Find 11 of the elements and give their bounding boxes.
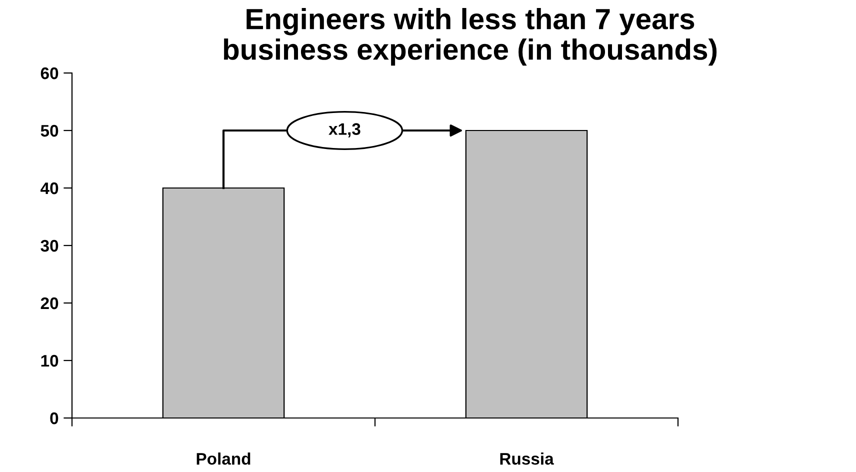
y-tick-label: 10 — [41, 354, 58, 367]
y-tick-label: 50 — [40, 124, 58, 137]
x-tick-label: Russia — [500, 452, 554, 465]
y-tick-label: 40 — [40, 182, 58, 194]
x-tick-label: Poland — [196, 452, 250, 465]
y-tick-label: 30 — [40, 240, 58, 252]
y-tick-label: 0 — [50, 412, 58, 424]
y-tick-label: 60 — [40, 67, 58, 80]
y-tick-label: 20 — [40, 297, 58, 310]
annotation: x1,3 — [328, 123, 360, 138]
chart-title: Engineers with less than 7 years business experience (in thousands) — [224, 8, 717, 66]
